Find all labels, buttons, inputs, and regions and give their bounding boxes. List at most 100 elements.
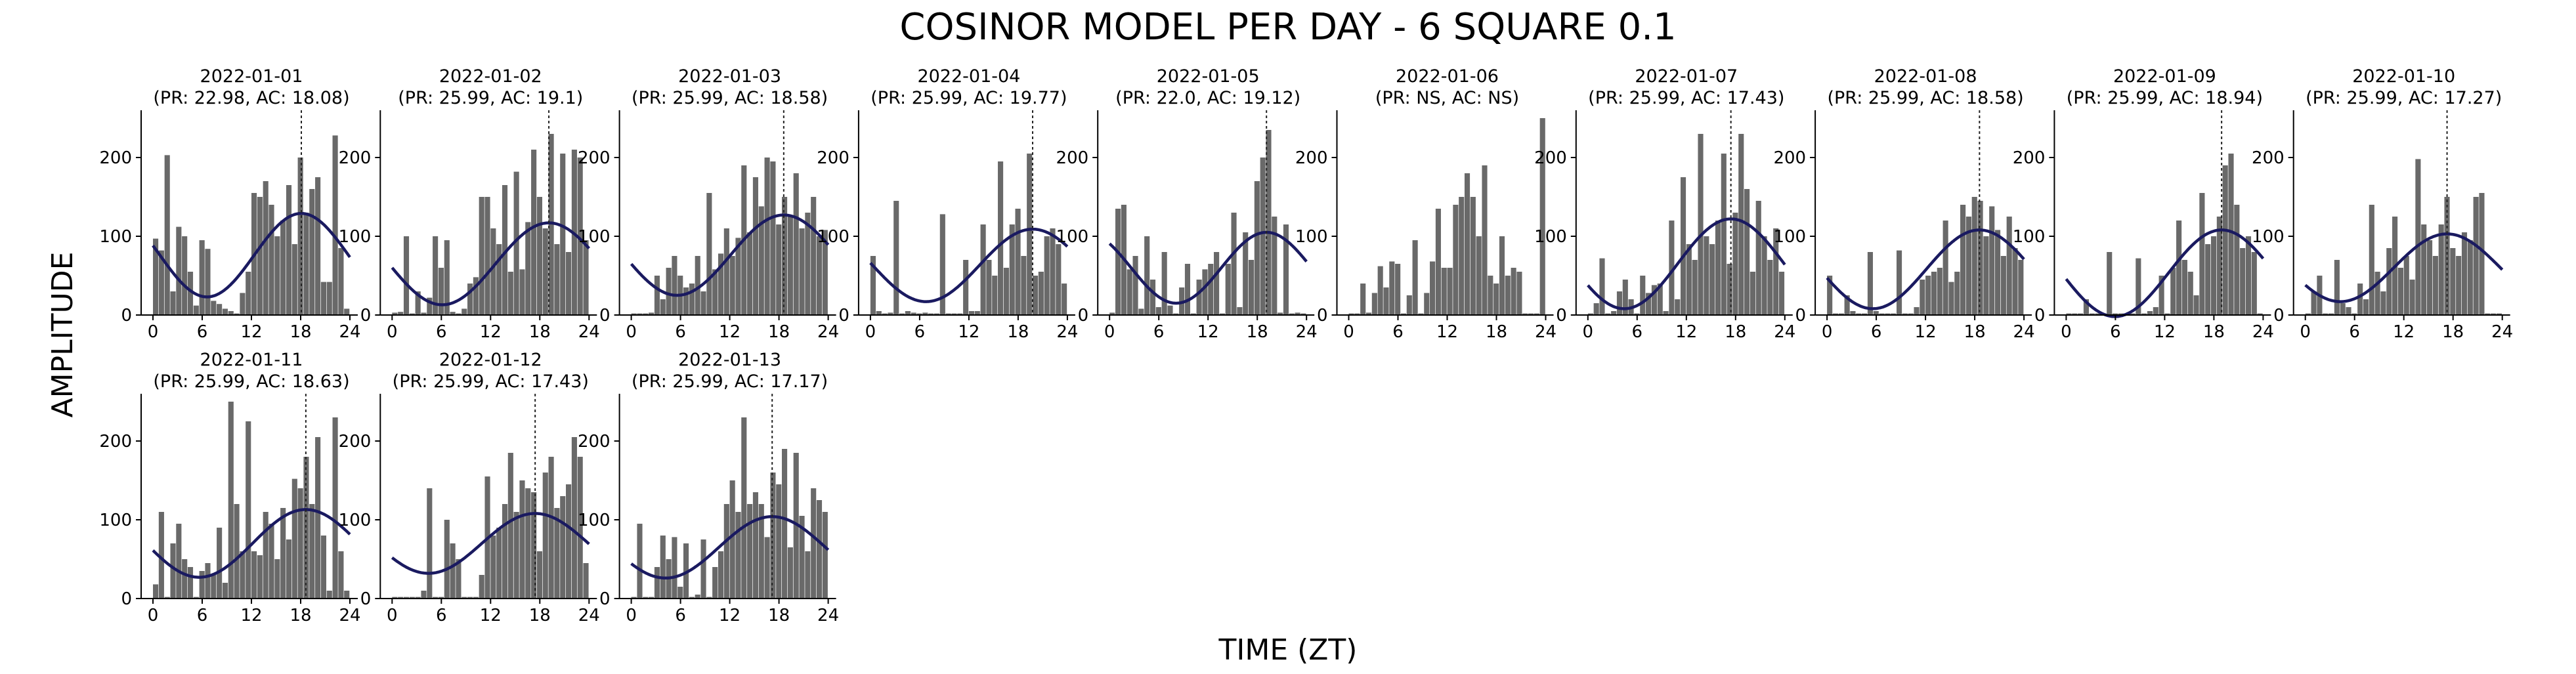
x-tick-label: 12 — [480, 606, 502, 625]
bar — [2006, 217, 2012, 315]
bar — [2496, 313, 2502, 315]
y-tick-label: 100 — [578, 511, 611, 530]
bar — [199, 571, 205, 599]
bar — [1109, 312, 1115, 315]
bar — [695, 256, 700, 315]
bar — [1464, 173, 1470, 315]
x-tick-label: 12 — [1436, 322, 1458, 342]
bar — [473, 597, 479, 599]
x-tick-label: 6 — [1153, 322, 1165, 342]
bar — [467, 284, 473, 315]
bar — [170, 543, 176, 599]
bar — [1732, 213, 1738, 315]
bar — [427, 488, 433, 599]
y-tick-label: 0 — [360, 306, 372, 326]
bar — [718, 253, 724, 315]
bar — [649, 312, 655, 315]
bar — [723, 504, 729, 599]
bar — [799, 516, 805, 599]
bar — [2112, 313, 2118, 315]
bar — [1441, 268, 1447, 315]
bar — [205, 249, 211, 315]
bar — [1115, 209, 1121, 315]
bar — [911, 312, 916, 315]
bar — [1243, 232, 1249, 315]
bar — [2176, 221, 2182, 315]
bar — [490, 536, 496, 599]
cosinor-fit-line — [1108, 230, 1308, 305]
y-tick-label: 200 — [1773, 148, 1806, 168]
bar — [782, 197, 788, 315]
x-tick-label: 0 — [1104, 322, 1115, 342]
bar — [502, 504, 508, 599]
bar — [672, 256, 677, 315]
x-tick-label: 24 — [339, 606, 360, 625]
x-tick-label: 6 — [436, 322, 447, 342]
bar — [444, 240, 450, 315]
y-tick-label: 100 — [1295, 227, 1328, 247]
bar — [1646, 293, 1652, 315]
bar — [876, 311, 882, 315]
bar — [228, 402, 234, 599]
bar — [1838, 313, 1844, 315]
y-tick-label: 0 — [1317, 306, 1328, 326]
bar — [2141, 313, 2147, 315]
bar — [1488, 276, 1493, 315]
x-tick-label: 12 — [1675, 322, 1697, 342]
bar — [2228, 154, 2234, 315]
bar — [822, 230, 828, 315]
bar — [182, 236, 188, 315]
bar — [2426, 240, 2433, 315]
bar — [1657, 284, 1663, 315]
x-tick-label: 24 — [2252, 322, 2274, 342]
bar — [332, 417, 338, 599]
y-tick-label: 100 — [2013, 227, 2046, 247]
x-tick-label: 6 — [675, 606, 686, 625]
bar — [433, 236, 439, 315]
day-panel: 2022-01-08(PR: 25.99, AC: 18.58) 0 6 12 18 24… — [1773, 66, 2034, 342]
bar — [1686, 244, 1692, 315]
bar — [1272, 217, 1277, 315]
bar — [637, 313, 643, 315]
bar — [525, 222, 531, 315]
bar — [525, 488, 531, 599]
bar — [240, 551, 246, 599]
bar — [1389, 261, 1395, 315]
bar — [1937, 268, 1943, 315]
bar — [888, 312, 893, 315]
bar — [309, 189, 315, 315]
bar — [1144, 236, 1150, 315]
y-tick-label: 0 — [838, 306, 849, 326]
bar — [1231, 213, 1237, 315]
bar — [286, 539, 292, 599]
panel-subtitle: (PR: 25.99, AC: 17.43) — [1588, 88, 1784, 108]
bar — [689, 284, 695, 315]
bar — [1832, 313, 1839, 315]
bar — [1885, 313, 1891, 315]
x-tick-label: 0 — [1583, 322, 1594, 342]
bar — [1675, 299, 1681, 315]
x-tick-label: 12 — [719, 606, 741, 625]
panel-subtitle: (PR: 25.99, AC: 18.58) — [632, 88, 828, 108]
day-panel: 2022-01-07(PR: 25.99, AC: 17.43) 0 6 12 18 24… — [1534, 66, 1795, 342]
bar — [1237, 307, 1243, 315]
day-panel: 2022-01-03(PR: 25.99, AC: 18.58) 0 6 12 18 24… — [578, 66, 839, 342]
y-tick-label: 200 — [578, 148, 611, 168]
y-tick-label: 0 — [360, 589, 372, 609]
bar — [1219, 313, 1225, 315]
bar — [939, 214, 945, 315]
bar — [496, 528, 502, 599]
x-tick-label: 24 — [2491, 322, 2513, 342]
bar — [263, 512, 268, 599]
x-tick-label: 12 — [2154, 322, 2176, 342]
day-panel: 2022-01-09(PR: 25.99, AC: 18.94) 0 6 12 18 24… — [2013, 66, 2274, 342]
bar — [1634, 313, 1640, 315]
bar — [1190, 313, 1196, 315]
bar — [1476, 236, 1482, 315]
bar — [770, 473, 776, 599]
bar — [1925, 276, 1931, 315]
bar — [338, 551, 344, 599]
bar — [222, 583, 228, 599]
cosinor-fit-line — [2304, 232, 2504, 303]
bar — [695, 595, 700, 599]
